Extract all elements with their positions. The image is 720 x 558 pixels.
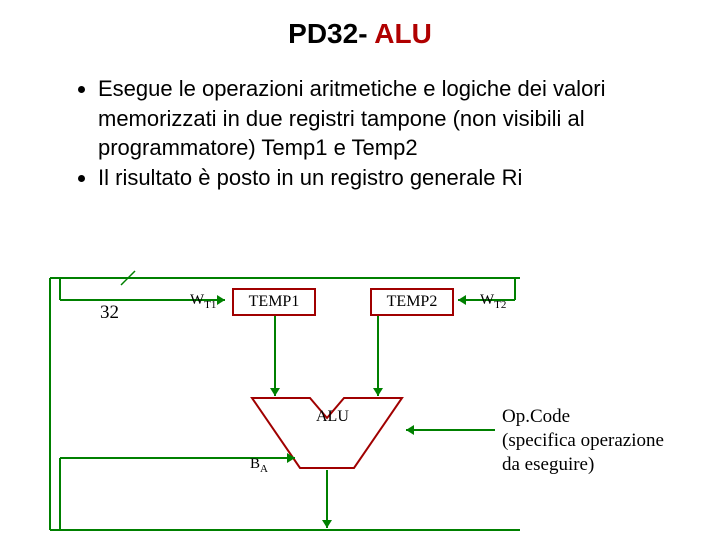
- alu-label: ALU: [316, 408, 349, 426]
- temp2-label: TEMP2: [387, 293, 438, 311]
- title-part-2: ALU: [368, 18, 432, 49]
- wt1-label: WT1: [190, 292, 216, 311]
- temp1-label: TEMP1: [249, 293, 300, 311]
- bullet-item: Esegue le operazioni aritmetiche e logic…: [98, 74, 720, 163]
- bullet-item: Il risultato è posto in un registro gene…: [98, 163, 720, 193]
- temp1-register: TEMP1: [232, 288, 316, 316]
- title-part-1: PD32-: [288, 18, 367, 49]
- bus-width-label: 32: [100, 302, 119, 324]
- alu-diagram: TEMP1 TEMP2 32 WT1 WT2 BA ALU Op.Code (s…: [0, 258, 720, 558]
- opcode-note: Op.Code (specifica operazione da eseguir…: [502, 405, 664, 476]
- temp2-register: TEMP2: [370, 288, 454, 316]
- opcode-line: Op.Code: [502, 405, 664, 429]
- opcode-line: da eseguire): [502, 453, 664, 477]
- ba-label: BA: [250, 456, 268, 475]
- opcode-line: (specifica operazione: [502, 429, 664, 453]
- slide-title: PD32- ALU: [0, 18, 720, 50]
- bullet-list: Esegue le operazioni aritmetiche e logic…: [46, 74, 720, 193]
- wt2-label: WT2: [480, 292, 506, 311]
